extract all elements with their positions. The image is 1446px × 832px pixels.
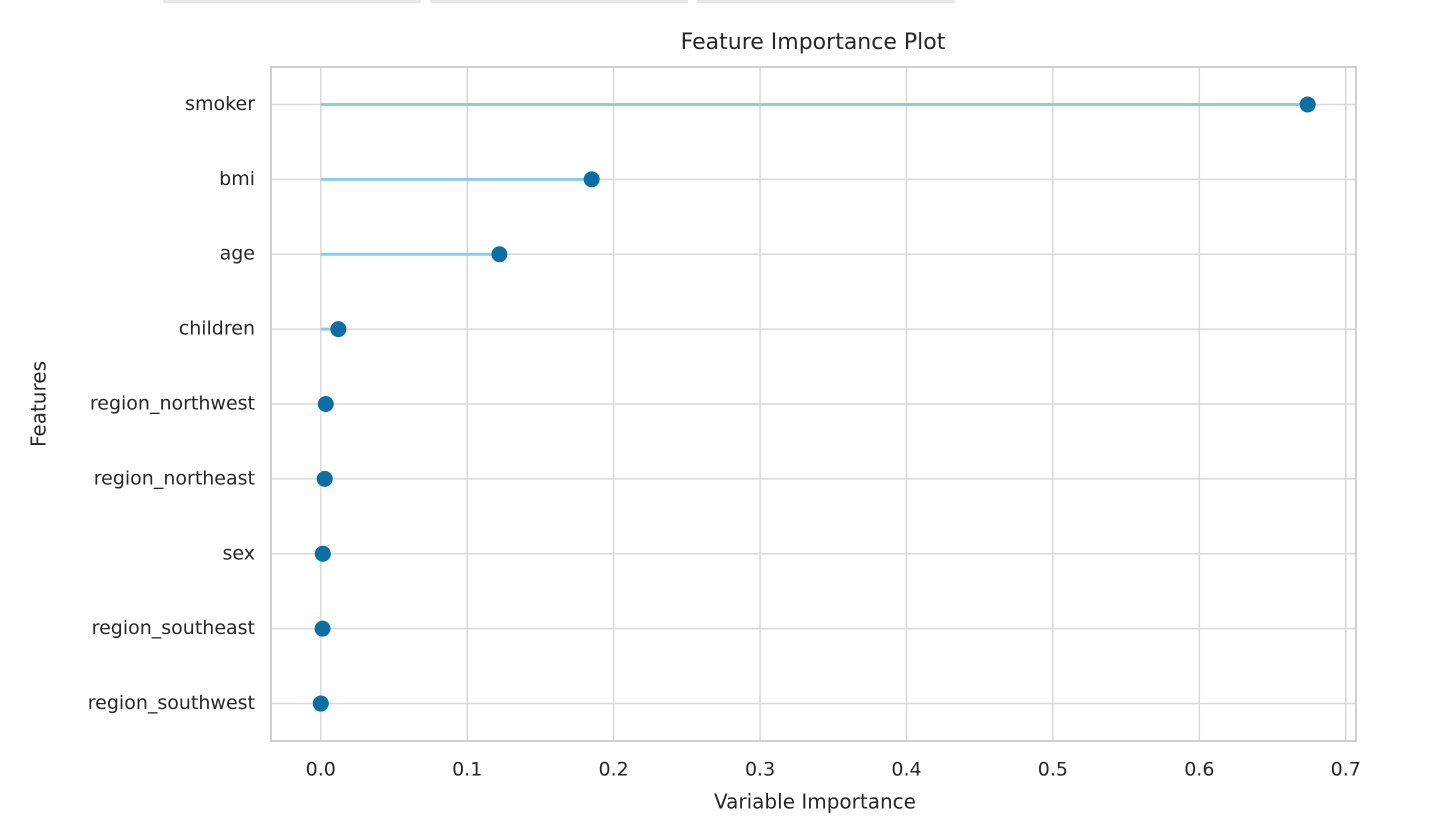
dot — [317, 396, 334, 412]
x-tick-label: 0.5 — [1038, 759, 1068, 781]
x-axis-label: Variable Importance — [714, 790, 916, 814]
tab — [163, 0, 421, 3]
y-tick-label: sex — [223, 542, 256, 564]
x-tick-label: 0.4 — [891, 759, 921, 781]
y-tick-label: region_northwest — [90, 393, 255, 415]
y-tick-label: children — [179, 318, 255, 340]
x-tick-label: 0.2 — [599, 759, 629, 781]
dot — [312, 695, 329, 712]
dot — [583, 171, 600, 188]
y-tick-label: age — [220, 243, 255, 265]
y-tick-label: region_northeast — [94, 467, 255, 489]
chart-title: Feature Importance Plot — [681, 30, 946, 55]
dot — [1299, 96, 1316, 113]
y-tick-label: region_southwest — [88, 692, 255, 714]
y-tick-label: smoker — [185, 93, 255, 115]
dot — [314, 545, 331, 562]
y-tick-label: region_southeast — [92, 617, 255, 639]
tab — [697, 0, 955, 3]
plot-frame — [270, 66, 1357, 742]
tab — [430, 0, 688, 3]
x-tick-label: 0.7 — [1331, 759, 1361, 781]
dot — [330, 321, 347, 338]
y-axis-label: Features — [27, 361, 51, 447]
x-tick-label: 0.6 — [1184, 759, 1214, 781]
x-tick-label: 0.3 — [745, 759, 775, 781]
dot — [314, 620, 331, 637]
y-tick-label: bmi — [219, 168, 255, 190]
dot — [491, 246, 508, 263]
x-tick-label: 0.0 — [306, 759, 336, 781]
dot — [316, 470, 333, 487]
x-tick-label: 0.1 — [452, 759, 482, 781]
